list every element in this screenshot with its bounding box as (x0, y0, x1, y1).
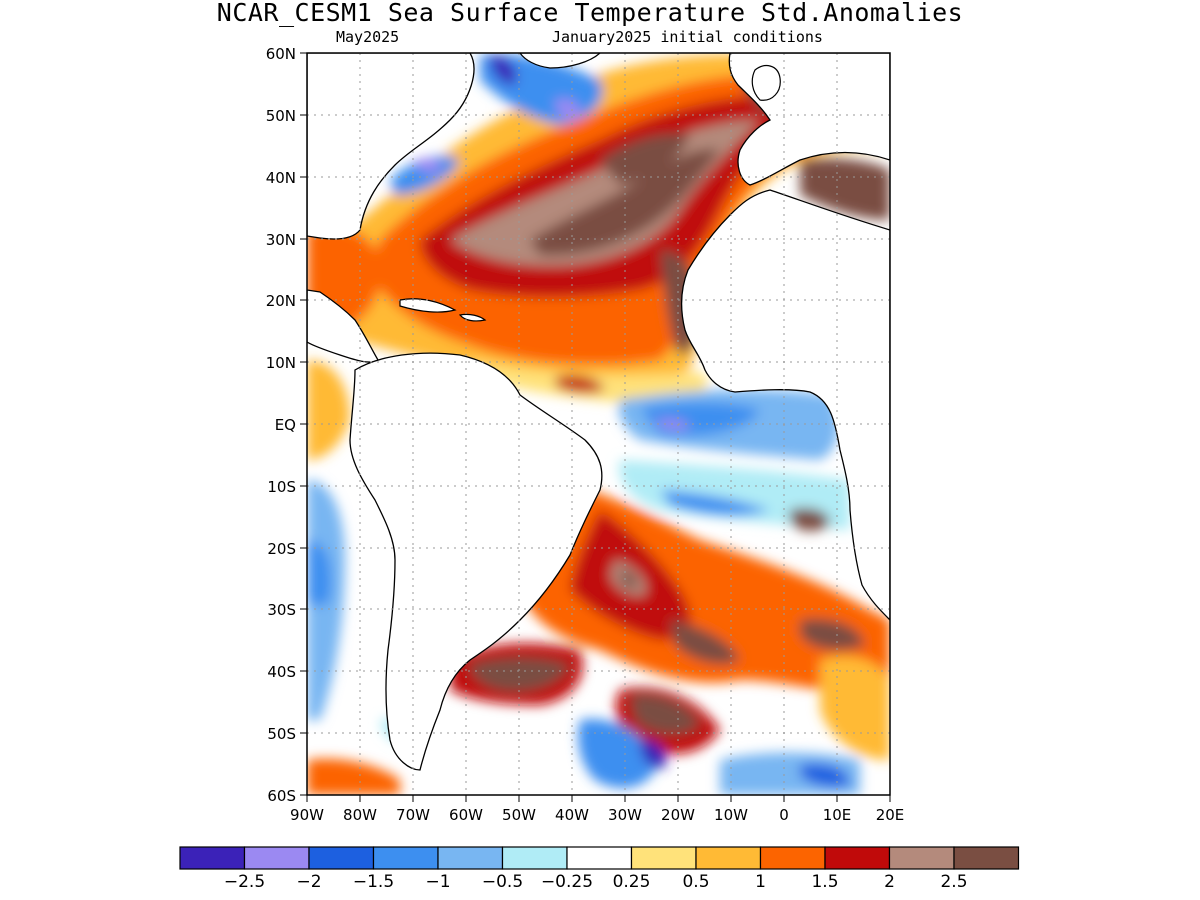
lon-label: 70W (396, 806, 430, 824)
colorbar-label: −2 (296, 872, 321, 892)
colorbar-label: −0.5 (482, 872, 523, 892)
sst-anomaly-field (307, 53, 890, 795)
colorbar-label: −2.5 (224, 872, 265, 892)
lat-label: 50S (267, 725, 296, 743)
lon-label: 0 (779, 806, 789, 824)
lat-label: 10N (266, 354, 296, 372)
colorbar-label: −0.25 (541, 872, 593, 892)
lat-label: 40N (266, 169, 296, 187)
longitude-labels: 90W 80W 70W 60W 50W 40W 30W 20W 10W 0 10… (290, 806, 904, 824)
colorbar-label: 0.25 (613, 872, 651, 892)
lat-label: 60S (267, 787, 296, 805)
colorbar-label: −1 (425, 872, 450, 892)
forecast-month: May2025 (336, 28, 400, 46)
lon-label: 10W (714, 806, 748, 824)
lat-label: 30N (266, 231, 296, 249)
lat-label: 60N (266, 45, 296, 63)
south-america-coast (349, 352, 603, 771)
colorbar: −2.5 −2 −1.5 −1 −0.5 −0.25 0.25 0.5 1 1.5 2 2.5 (179, 846, 1020, 892)
colorbar-swatches (179, 846, 1020, 870)
lon-label: 20E (876, 806, 905, 824)
colorbar-swatch (308, 846, 375, 870)
colorbar-swatch (501, 846, 568, 870)
gridlines (307, 53, 890, 795)
colorbar-swatch (566, 846, 633, 870)
lon-label: 40W (555, 806, 589, 824)
colorbar-swatch (630, 846, 697, 870)
colorbar-label: 1 (755, 872, 766, 892)
lon-label: 30W (608, 806, 642, 824)
colorbar-swatch (759, 846, 826, 870)
latitude-labels: 60N 50N 40N 30N 20N 10N EQ 10S 20S 30S 4… (266, 45, 296, 805)
lon-label: 50W (502, 806, 536, 824)
colorbar-labels: −2.5 −2 −1.5 −1 −0.5 −0.25 0.25 0.5 1 1.5 2 2.5 (224, 872, 968, 892)
colorbar-label: −1.5 (353, 872, 394, 892)
chart-title: NCAR_CESM1 Sea Surface Temperature Std.A… (216, 0, 964, 27)
lat-label: 30S (267, 601, 296, 619)
colorbar-swatch (179, 846, 246, 870)
colorbar-swatch (437, 846, 504, 870)
colorbar-label: 0.5 (682, 872, 709, 892)
initial-conditions: January2025 initial conditions (552, 28, 823, 46)
colorbar-swatch (243, 846, 310, 870)
lon-label: 60W (449, 806, 483, 824)
lon-label: 90W (290, 806, 324, 824)
greenland-coast (519, 53, 601, 69)
lat-label: 40S (267, 663, 296, 681)
lat-label: 20N (266, 292, 296, 310)
lon-label: 80W (343, 806, 377, 824)
colorbar-swatch (888, 846, 955, 870)
colorbar-swatch (372, 846, 439, 870)
colorbar-swatch (953, 846, 1020, 870)
axis-ticks (300, 52, 891, 802)
colorbar-swatch (695, 846, 762, 870)
british-isles (751, 64, 781, 101)
lon-label: 20W (661, 806, 695, 824)
colorbar-swatch (824, 846, 891, 870)
land-masses (307, 53, 890, 771)
north-america-coast (307, 53, 475, 240)
lon-label: 10E (823, 806, 852, 824)
lat-label: 20S (267, 540, 296, 558)
colorbar-label: 1.5 (811, 872, 838, 892)
lat-label: 50N (266, 107, 296, 125)
africa-coast (680, 189, 890, 621)
lat-label: 10S (267, 478, 296, 496)
caribbean-islands (399, 298, 487, 322)
colorbar-label: 2.5 (940, 872, 967, 892)
colorbar-label: 2 (884, 872, 895, 892)
lat-label: EQ (275, 416, 296, 434)
